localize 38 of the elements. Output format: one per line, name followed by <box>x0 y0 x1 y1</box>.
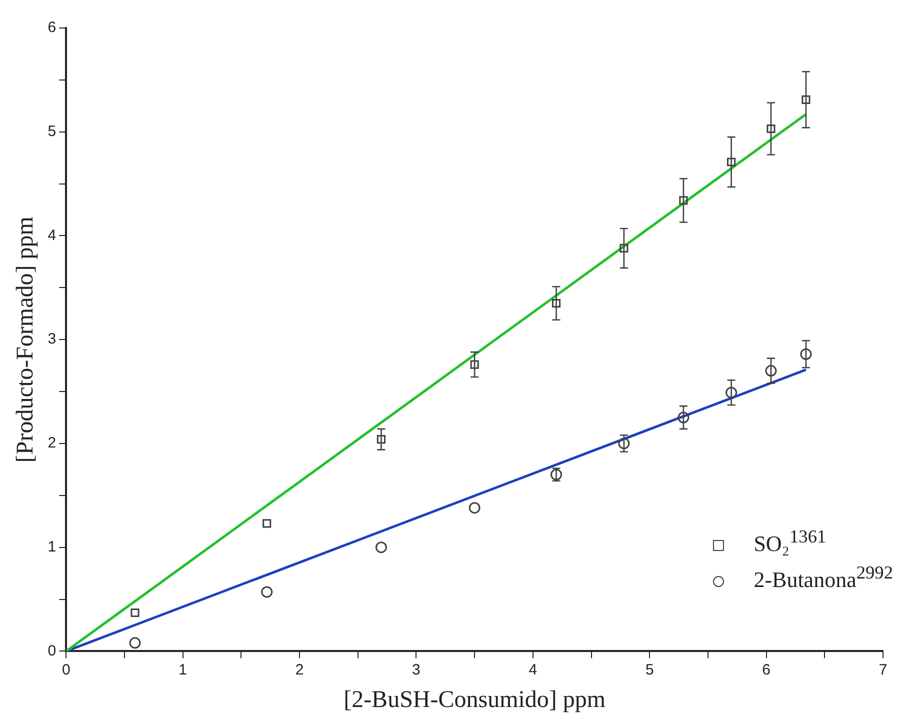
y-tick-label: 4 <box>48 226 56 244</box>
point <box>470 360 479 369</box>
point <box>679 196 688 205</box>
legend-label: SO₂$^{1361}$ <box>754 526 826 556</box>
y-tick-label: 6 <box>48 19 56 36</box>
point <box>376 435 386 444</box>
point <box>468 502 480 514</box>
x-tick-label: 0 <box>62 661 70 678</box>
point <box>620 244 628 252</box>
point <box>765 365 777 377</box>
x-tick-label: 1 <box>178 661 188 678</box>
x-tick-label: 3 <box>412 661 420 678</box>
y-tick-label: 3 <box>48 330 56 348</box>
y-tick-label: 2 <box>48 434 56 452</box>
x-tick-label: 5 <box>645 661 654 678</box>
x-tick-label: 6 <box>762 661 770 678</box>
point <box>766 124 776 134</box>
point <box>800 348 812 360</box>
y-tick-label: 5 <box>48 123 56 140</box>
x-axis-title: [2-BuSH-Consumido] ppm <box>344 686 606 713</box>
point <box>129 637 141 649</box>
point <box>618 438 630 450</box>
y-tick-label: 1 <box>48 538 56 556</box>
point <box>375 542 387 554</box>
point <box>261 586 273 598</box>
point <box>130 608 140 618</box>
x-tick-label: 7 <box>878 661 888 678</box>
legend-label: 2-Butanona$^{2992}$ <box>754 562 893 592</box>
point <box>262 519 272 528</box>
point <box>726 386 738 398</box>
point <box>678 412 690 424</box>
point <box>727 158 736 166</box>
y-tick-label: 0 <box>48 642 56 660</box>
y-axis-title: [Producto-Formado] ppm <box>12 216 39 463</box>
x-tick-label: 2 <box>295 661 304 678</box>
x-tick-label: 4 <box>528 661 538 678</box>
point <box>552 298 561 308</box>
point <box>802 95 810 104</box>
